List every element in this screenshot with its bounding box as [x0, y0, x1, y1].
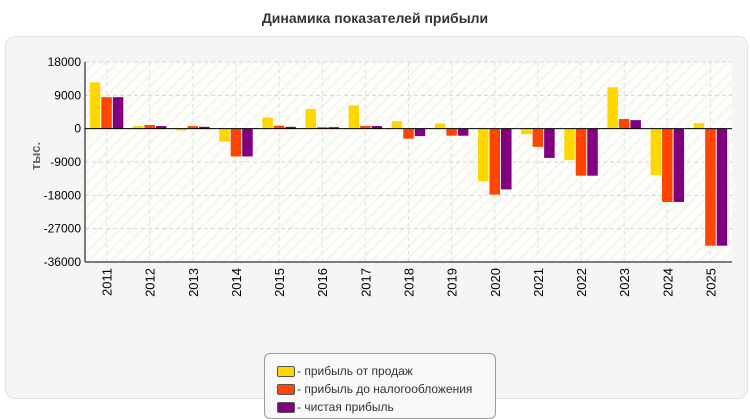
chart-title: Динамика показателей прибыли — [261, 10, 489, 26]
bar-2023-series-2 — [630, 120, 641, 129]
bar-2017-series-2 — [371, 126, 383, 129]
bar-2018-series-2 — [414, 128, 426, 137]
bar-2019-series-1 — [446, 128, 457, 136]
bar-2022-series-1 — [575, 128, 587, 176]
bar-2020-series-2 — [501, 128, 512, 190]
y-tick-label: 9000 — [54, 88, 81, 102]
chart-panel: 18000 9000 0 -9000 -18000 -27000 -36000 2011 201… — [5, 36, 748, 419]
x-tick-label: 2021 — [531, 268, 546, 297]
y-tick-label: -18000 — [44, 188, 82, 202]
bar-2021-series-0 — [521, 128, 532, 135]
y-tick-label: -9000 — [50, 155, 81, 169]
bar-2016-series-1 — [316, 127, 328, 129]
bar-2023-series-0 — [607, 87, 618, 129]
bar-2012-series-0 — [132, 126, 144, 129]
legend-item-sales-profit: - прибыль от продаж — [277, 362, 495, 380]
legend-label-sales-profit: - прибыль от продаж — [297, 364, 413, 378]
legend-item-pretax-profit: - прибыль до налогообложения — [277, 380, 495, 398]
bar-2012-series-1 — [144, 124, 155, 129]
legend-item-net-profit: - чистая прибыль — [277, 398, 495, 416]
chart-plot: 18000 9000 0 -9000 -18000 -27000 -36000 2011 201… — [28, 55, 732, 297]
bar-2024-series-0 — [650, 128, 662, 175]
bar-2017-series-0 — [348, 105, 360, 129]
bar-2013-series-0 — [176, 128, 187, 131]
bar-2019-series-0 — [434, 123, 446, 129]
x-tick-label: 2013 — [186, 268, 201, 297]
bar-2021-series-2 — [544, 128, 555, 158]
bar-2011-series-1 — [101, 97, 112, 129]
bar-2024-series-2 — [673, 128, 685, 202]
x-tick-label: 2012 — [143, 268, 158, 297]
bar-2021-series-1 — [532, 128, 544, 147]
y-tick-label: 0 — [74, 122, 81, 136]
bar-2020-series-1 — [489, 128, 501, 195]
bar-2024-series-1 — [662, 128, 673, 202]
legend-label-pretax-profit: - прибыль до налогообложения — [297, 382, 473, 396]
x-tick-label: 2018 — [402, 268, 417, 297]
bar-2016-series-2 — [328, 127, 339, 129]
bar-2014-series-1 — [230, 128, 242, 157]
bar-2014-series-0 — [219, 128, 230, 142]
bar-2025-series-0 — [693, 123, 705, 129]
bar-2018-series-0 — [391, 121, 403, 129]
bar-2016-series-0 — [305, 109, 316, 129]
x-tick-label: 2023 — [617, 268, 632, 297]
x-tick-label: 2025 — [703, 268, 718, 297]
bar-2012-series-2 — [155, 126, 167, 129]
y-tick-label: -27000 — [44, 222, 82, 236]
y-tick-label: -36000 — [44, 255, 82, 269]
y-axis-label: тыс. — [28, 142, 43, 170]
legend-swatch-net-profit — [277, 401, 295, 413]
bar-2017-series-1 — [360, 126, 371, 129]
x-tick-label: 2014 — [229, 268, 244, 297]
x-tick-label: 2022 — [574, 268, 589, 297]
x-tick-label: 2015 — [272, 268, 287, 297]
x-tick-label: 2019 — [445, 268, 460, 297]
bar-2025-series-1 — [705, 128, 716, 246]
bar-2022-series-0 — [564, 128, 575, 161]
bar-2014-series-2 — [242, 128, 253, 157]
bar-2019-series-2 — [457, 128, 469, 136]
bar-2013-series-2 — [199, 126, 210, 129]
chart-legend: - прибыль от продаж - прибыль до налогоо… — [264, 353, 496, 419]
x-tick-label: 2017 — [358, 268, 373, 297]
bar-2015-series-2 — [285, 126, 296, 129]
legend-swatch-pretax-profit — [277, 383, 295, 395]
bar-2013-series-1 — [187, 126, 199, 129]
bar-2018-series-1 — [403, 128, 414, 139]
bar-2015-series-0 — [262, 117, 273, 129]
bar-2025-series-2 — [716, 128, 728, 246]
x-tick-label: 2020 — [488, 268, 503, 297]
x-tick-label: 2011 — [100, 268, 115, 296]
legend-swatch-sales-profit — [277, 365, 295, 377]
bar-2020-series-0 — [478, 128, 489, 182]
bar-2015-series-1 — [273, 125, 285, 129]
bar-2023-series-1 — [618, 119, 630, 129]
bar-2011-series-0 — [89, 82, 101, 129]
x-tick-label: 2016 — [315, 268, 330, 297]
bar-2022-series-2 — [587, 128, 598, 176]
y-tick-label: 18000 — [48, 55, 82, 69]
bar-2011-series-2 — [112, 97, 124, 129]
x-tick-label: 2024 — [660, 268, 675, 297]
legend-label-net-profit: - чистая прибыль — [297, 400, 394, 414]
